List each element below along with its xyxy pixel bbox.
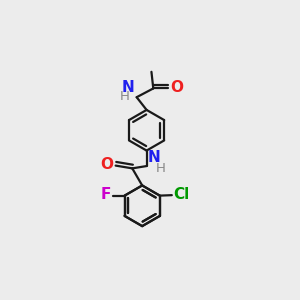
Text: F: F (101, 188, 111, 202)
Text: O: O (100, 157, 113, 172)
Text: H: H (120, 90, 130, 103)
Text: O: O (170, 80, 183, 95)
Text: H: H (155, 162, 165, 175)
Text: N: N (122, 80, 135, 95)
Text: Cl: Cl (174, 187, 190, 202)
Text: N: N (148, 150, 160, 165)
